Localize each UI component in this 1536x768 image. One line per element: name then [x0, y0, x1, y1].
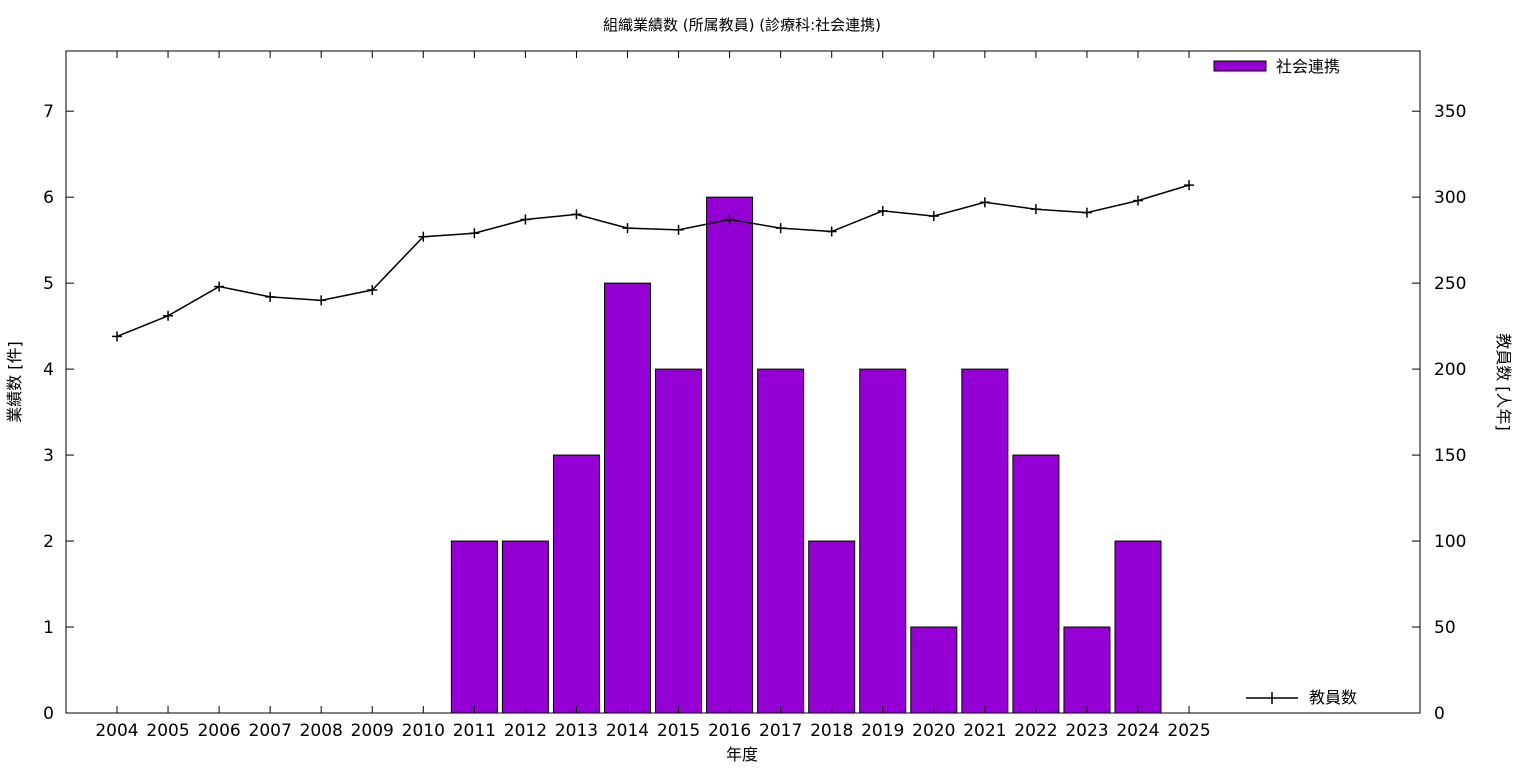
point-2016	[724, 214, 735, 225]
x-tick-label: 2010	[402, 721, 445, 741]
legend-bar-label: 社会連携	[1276, 57, 1340, 76]
x-tick-label: 2022	[1014, 721, 1057, 741]
x-tick-label: 2012	[504, 721, 547, 741]
bar-2023	[1063, 626, 1111, 714]
x-tick-label: 2018	[810, 721, 853, 741]
y-axis-right: 0 50 100 150 200 250 300 350	[1412, 102, 1466, 724]
y-tick-label: 4	[43, 360, 54, 380]
x-tick-label: 2017	[759, 721, 802, 741]
x-tick-label: 2004	[95, 721, 138, 741]
bar-2017	[757, 368, 805, 714]
y-tick-label: 7	[43, 102, 54, 122]
bar-2020	[910, 626, 958, 714]
point-2021	[979, 197, 990, 208]
bar-2013	[552, 454, 600, 714]
legend-line-label: 教員数	[1309, 688, 1357, 707]
bar-2012	[501, 540, 549, 714]
x-tick-label: 2005	[146, 721, 189, 741]
x-tick-label: 2024	[1116, 721, 1159, 741]
x-tick-label: 2006	[197, 721, 240, 741]
point-2020	[928, 211, 939, 222]
x-tick-label: 2008	[300, 721, 343, 741]
y-axis-title: 業績数 [件]	[5, 341, 24, 423]
bar-2021	[961, 368, 1009, 714]
y2-tick-label: 350	[1434, 102, 1466, 122]
bar-2022	[1012, 454, 1060, 714]
x-tick-label: 2015	[657, 721, 700, 741]
legend-bar-swatch	[1213, 60, 1267, 72]
point-2025	[1184, 180, 1195, 191]
x-tick-label: 2025	[1167, 721, 1210, 741]
legend-bars: 社会連携	[1213, 57, 1340, 76]
y-tick-label: 3	[43, 446, 54, 466]
plot-frame	[65, 50, 1421, 714]
point-2006	[214, 281, 225, 292]
bar-2011	[450, 540, 498, 714]
bar-2018	[808, 540, 856, 714]
x-axis: 2004 2005 2006 2007 2008 2009 2010 2011 2012 2013…	[95, 51, 1211, 741]
y2-tick-label: 0	[1434, 704, 1445, 724]
y-tick-label: 6	[43, 188, 54, 208]
x-tick-label: 2020	[912, 721, 955, 741]
point-2004	[112, 331, 122, 342]
line-series	[112, 180, 1195, 342]
y-tick-label: 1	[43, 618, 54, 638]
point-2011	[469, 228, 480, 239]
bar-2015	[655, 368, 703, 714]
y-tick-label: 2	[43, 532, 54, 552]
x-tick-label: 2013	[555, 721, 598, 741]
point-2008	[316, 295, 327, 306]
x-tick-label: 2014	[606, 721, 649, 741]
point-2024	[1133, 195, 1143, 206]
point-2023	[1081, 207, 1092, 218]
y2-tick-label: 200	[1434, 360, 1466, 380]
point-2022	[1030, 204, 1041, 215]
point-2014	[622, 223, 633, 234]
point-2009	[367, 285, 378, 296]
bar-2019	[859, 368, 907, 714]
x-tick-label: 2023	[1065, 721, 1108, 741]
bar-2016	[706, 196, 754, 714]
bar-series	[450, 196, 1162, 714]
point-2018	[826, 226, 837, 237]
point-2015	[673, 224, 684, 235]
y-axis-left: 0 1 2 3 4 5 6 7	[43, 102, 74, 724]
x-axis-title: 年度	[726, 745, 758, 764]
x-tick-label: 2007	[249, 721, 292, 741]
point-2017	[775, 223, 786, 234]
y2-tick-label: 50	[1434, 618, 1456, 638]
bar-2024	[1114, 540, 1162, 714]
y2-tick-label: 300	[1434, 188, 1466, 208]
teacher-count-line	[116, 184, 1190, 338]
bar-2014	[604, 282, 651, 714]
y-tick-label: 0	[43, 704, 54, 724]
legend-line: 教員数	[1246, 688, 1357, 707]
x-tick-label: 2021	[963, 721, 1006, 741]
point-2010	[418, 231, 429, 242]
y2-tick-label: 250	[1434, 274, 1466, 294]
y2-axis-title: 教員数 [人年]	[1494, 333, 1513, 431]
point-2013	[571, 209, 582, 220]
point-2019	[877, 205, 888, 216]
point-2012	[520, 214, 531, 225]
chart-title: 組織業績数 (所属教員) (診療科:社会連携)	[603, 16, 881, 34]
x-tick-label: 2009	[351, 721, 394, 741]
y-tick-label: 5	[43, 274, 54, 294]
y2-tick-label: 150	[1434, 446, 1466, 466]
point-2005	[163, 310, 174, 321]
y2-tick-label: 100	[1434, 532, 1466, 552]
x-tick-label: 2016	[708, 721, 751, 741]
point-2007	[265, 291, 276, 302]
x-tick-label: 2011	[453, 721, 496, 741]
x-tick-label: 2019	[861, 721, 904, 741]
